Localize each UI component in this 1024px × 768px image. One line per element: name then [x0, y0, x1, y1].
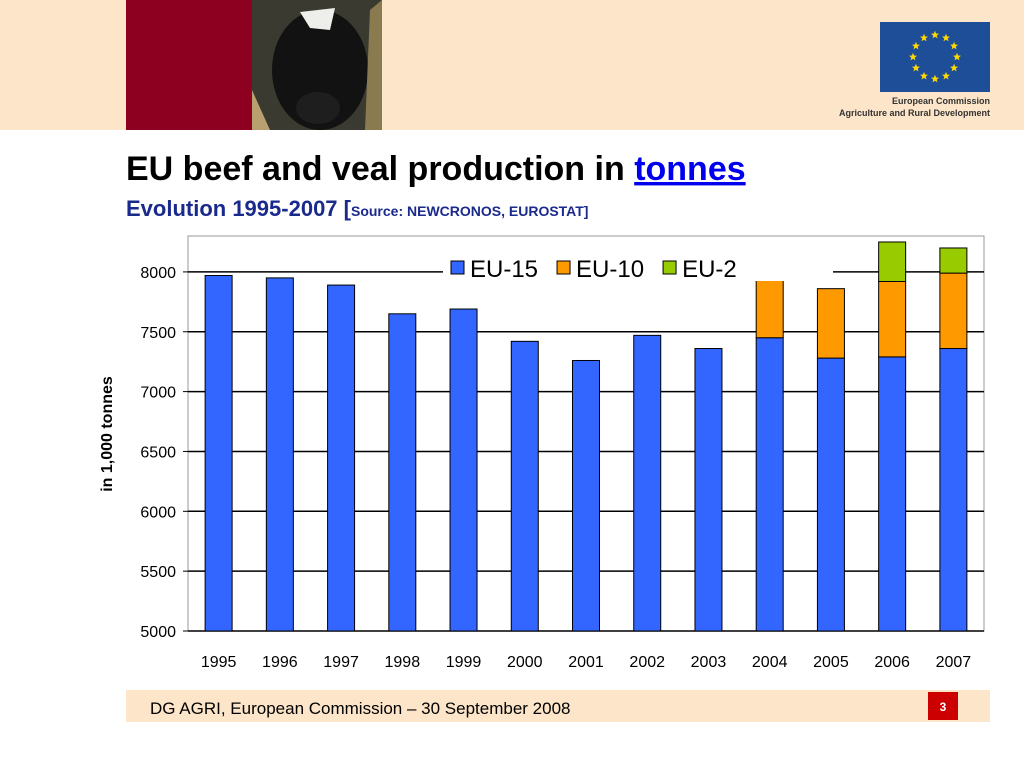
x-tick-label: 1998	[385, 654, 421, 671]
subtitle: Evolution 1995-2007 [Source: NEWCRONOS, …	[126, 196, 588, 221]
y-tick-label: 5500	[140, 564, 176, 581]
y-tick-label: 6000	[140, 504, 176, 521]
x-tick-label: 1996	[262, 654, 298, 671]
x-tick-label: 2004	[752, 654, 788, 671]
legend-label: EU-10	[576, 256, 644, 283]
bar-segment	[878, 241, 907, 282]
bar-segment	[510, 340, 539, 632]
bar-segment	[388, 313, 417, 632]
subtitle-text: Evolution 1995-2007 [	[126, 196, 352, 221]
bar-segment	[327, 284, 356, 632]
slide-title: EU beef and veal production in tonnes	[126, 150, 746, 188]
y-tick-label: 8000	[140, 265, 176, 282]
star	[912, 41, 920, 50]
footer-band	[126, 690, 990, 722]
bar-segment	[204, 275, 233, 632]
title-link[interactable]: tonnes	[634, 150, 745, 188]
bar-segment	[694, 348, 723, 632]
header-block	[126, 0, 252, 130]
x-tick-label: 2001	[568, 654, 604, 671]
photo	[252, 0, 382, 130]
x-tick-label: 1995	[201, 654, 237, 671]
bar-segment	[816, 357, 845, 632]
bar-segment	[939, 272, 968, 350]
bar-segment	[939, 247, 968, 274]
org-name: European Commission	[892, 96, 990, 106]
star	[942, 71, 950, 80]
star	[950, 41, 958, 50]
bar-segment	[633, 334, 662, 632]
page-number: 3	[940, 700, 947, 714]
star	[909, 52, 917, 61]
legend-label: EU-2	[682, 256, 737, 283]
source: Source: NEWCRONOS, EUROSTAT]	[351, 203, 589, 219]
bar-segment	[755, 337, 784, 632]
bar-segment	[572, 359, 600, 632]
star	[931, 74, 939, 83]
bar-segment	[265, 277, 294, 632]
x-tick-label: 2002	[629, 654, 665, 671]
footer-text: DG AGRI, European Commission – 30 Septem…	[150, 699, 571, 718]
bar-segment	[449, 308, 478, 632]
legend-label: EU-15	[470, 256, 538, 283]
bar-segment	[939, 348, 968, 632]
legend-box	[443, 251, 833, 281]
star	[920, 33, 928, 42]
star	[931, 30, 939, 39]
y-axis-label: in 1,000 tonnes	[99, 376, 116, 492]
legend-swatch	[556, 260, 571, 275]
bar-segment	[878, 356, 907, 632]
x-tick-label: 2005	[813, 654, 849, 671]
y-tick-label: 7000	[140, 385, 176, 402]
x-tick-label: 2006	[874, 654, 910, 671]
legend-swatch	[662, 260, 677, 275]
y-tick-label: 5000	[140, 624, 176, 641]
star	[953, 52, 961, 61]
x-tick-label: 1997	[323, 654, 359, 671]
dept-name: Agriculture and Rural Development	[839, 108, 990, 118]
star	[920, 71, 928, 80]
eu-stars	[909, 30, 961, 83]
x-tick-label: 2003	[691, 654, 727, 671]
x-tick-label: 2000	[507, 654, 543, 671]
star	[950, 63, 958, 72]
star	[912, 63, 920, 72]
x-tick-label: 2007	[936, 654, 972, 671]
legend-swatch	[450, 260, 465, 275]
y-tick-label: 7500	[140, 325, 176, 342]
bar-segment	[816, 288, 845, 359]
y-tick-label: 6500	[140, 444, 176, 461]
page-badge	[928, 692, 958, 720]
x-tick-label: 1999	[446, 654, 482, 671]
bar-segment	[878, 280, 907, 358]
star	[942, 33, 950, 42]
title-text: EU beef and veal production in	[126, 150, 625, 188]
